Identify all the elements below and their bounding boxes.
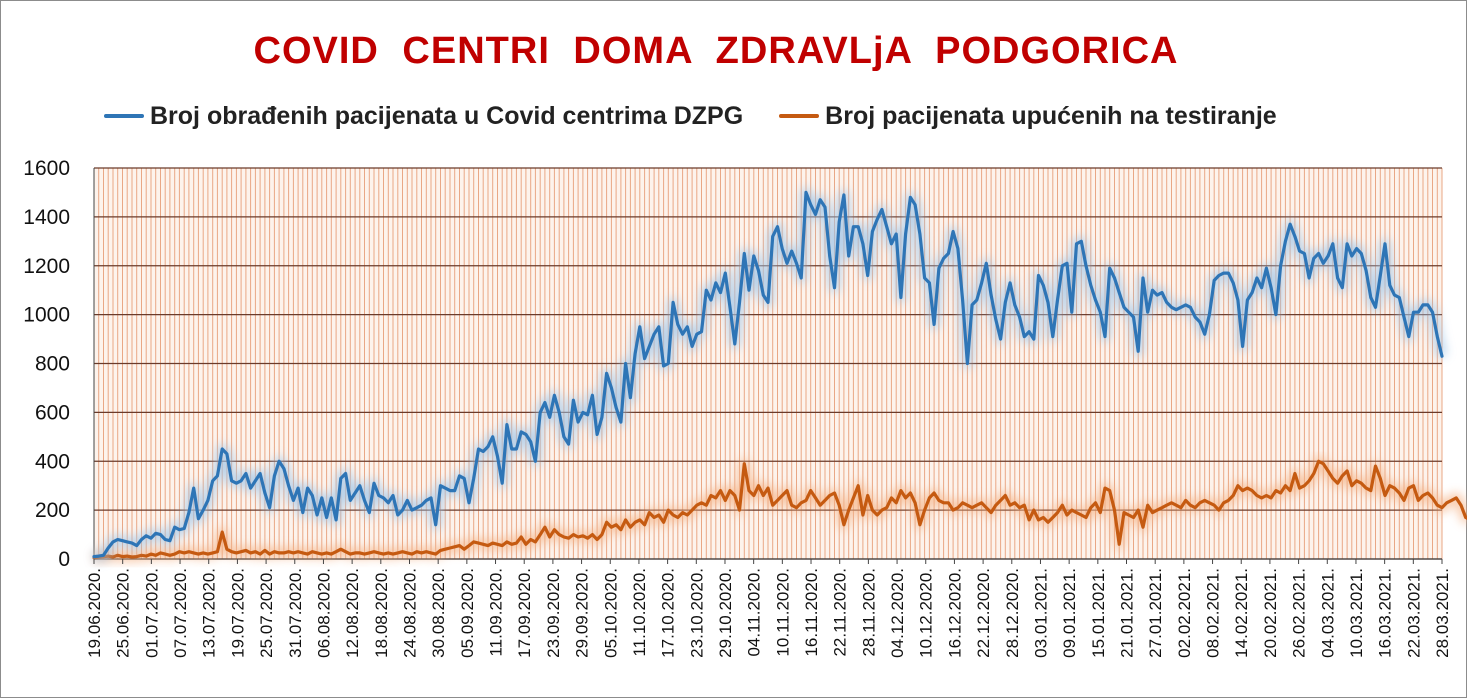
x-tick-label: 04.03.2021. xyxy=(1318,568,1337,658)
x-tick-label: 16.12.2020. xyxy=(945,568,964,658)
x-tick-label: 22.11.2020. xyxy=(831,568,850,657)
x-tick-label: 01.07.2020. xyxy=(142,568,161,658)
y-tick-label: 200 xyxy=(35,499,70,522)
y-tick-label: 1200 xyxy=(23,255,70,278)
x-tick-label: 15.01.2021. xyxy=(1089,568,1108,658)
x-tick-label: 28.03.2021. xyxy=(1433,568,1452,658)
x-tick-label: 03.01.2021. xyxy=(1032,568,1051,658)
x-tick-label: 28.11.2020. xyxy=(859,568,878,657)
x-tick-label: 30.08.2020. xyxy=(429,568,448,658)
legend-item-series-2: Broj pacijenata upućenih na testiranje xyxy=(779,102,1277,131)
x-tick-label: 11.10.2020. xyxy=(630,568,649,657)
x-tick-label: 22.12.2020. xyxy=(974,568,993,658)
x-tick-label: 12.08.2020. xyxy=(343,568,362,658)
y-tick-label: 0 xyxy=(58,548,70,571)
y-tick-label: 1600 xyxy=(23,157,70,180)
legend-swatch-series-2 xyxy=(779,114,820,118)
x-tick-label: 16.11.2020. xyxy=(802,568,821,657)
x-tick-label: 26.02.2021. xyxy=(1290,568,1309,658)
x-tick-label: 09.01.2021. xyxy=(1060,568,1079,658)
x-tick-label: 10.11.2020. xyxy=(773,568,792,657)
y-tick-label: 800 xyxy=(35,353,70,376)
x-tick-label: 10.03.2021. xyxy=(1347,568,1366,658)
x-tick-label: 27.01.2021. xyxy=(1146,568,1165,658)
legend-label-series-1: Broj obrađenih pacijenata u Covid centri… xyxy=(150,101,744,130)
x-tick-label: 23.10.2020. xyxy=(687,568,706,658)
x-tick-label: 21.01.2021. xyxy=(1118,568,1137,658)
x-tick-label: 20.02.2021. xyxy=(1261,568,1280,658)
x-tick-label: 29.09.2020. xyxy=(573,568,592,658)
series-1-line xyxy=(92,190,1444,559)
chart-title: COVID CENTRI DOMA ZDRAVLjA PODGORICA xyxy=(253,30,1179,72)
x-tick-label: 28.12.2020. xyxy=(1003,568,1022,658)
x-tick-label: 22.03.2021. xyxy=(1404,568,1423,658)
x-tick-label: 31.07.2020. xyxy=(286,568,305,658)
x-tick-label: 25.07.2020. xyxy=(257,568,276,658)
legend-label-series-2: Broj pacijenata upućenih na testiranje xyxy=(825,101,1277,130)
series-2-line xyxy=(92,459,1467,560)
legend-item-series-1: Broj obrađenih pacijenata u Covid centri… xyxy=(104,102,743,131)
y-tick-label: 400 xyxy=(35,450,70,473)
x-tick-label: 29.10.2020. xyxy=(716,568,735,658)
x-tick-label: 07.07.2020. xyxy=(171,568,190,658)
x-tick-label: 23.09.2020. xyxy=(544,568,563,658)
x-tick-label: 17.09.2020. xyxy=(515,568,534,658)
x-tick-label: 02.02.2021. xyxy=(1175,568,1194,658)
x-tick-label: 16.03.2021. xyxy=(1376,568,1395,658)
x-tick-label: 18.08.2020. xyxy=(372,568,391,658)
x-tick-label: 25.06.2020. xyxy=(114,568,133,658)
x-tick-label: 04.11.2020. xyxy=(745,568,764,657)
x-tick-label: 13.07.2020. xyxy=(200,568,219,658)
x-tick-label: 05.10.2020. xyxy=(601,568,620,658)
x-tick-label: 19.06.2020. xyxy=(85,568,104,658)
x-tick-label: 04.12.2020. xyxy=(888,568,907,658)
x-tick-label: 08.02.2021. xyxy=(1204,568,1223,658)
x-tick-label: 10.12.2020. xyxy=(917,568,936,658)
x-tick-label: 05.09.2020. xyxy=(458,568,477,658)
x-tick-label: 14.02.2021. xyxy=(1232,568,1251,658)
x-tick-label: 11.09.2020. xyxy=(487,568,506,657)
x-tick-label: 17.10.2020. xyxy=(659,568,678,658)
y-tick-label: 600 xyxy=(35,401,70,424)
x-tick-label: 06.08.2020. xyxy=(314,568,333,658)
legend: Broj obrađenih pacijenata u Covid centri… xyxy=(104,98,1313,134)
legend-swatch-series-1 xyxy=(104,114,144,118)
x-tick-label: 19.07.2020. xyxy=(228,568,247,658)
x-tick-label: 24.08.2020. xyxy=(401,568,420,658)
y-tick-label: 1400 xyxy=(23,206,70,229)
y-tick-label: 1000 xyxy=(23,304,70,327)
